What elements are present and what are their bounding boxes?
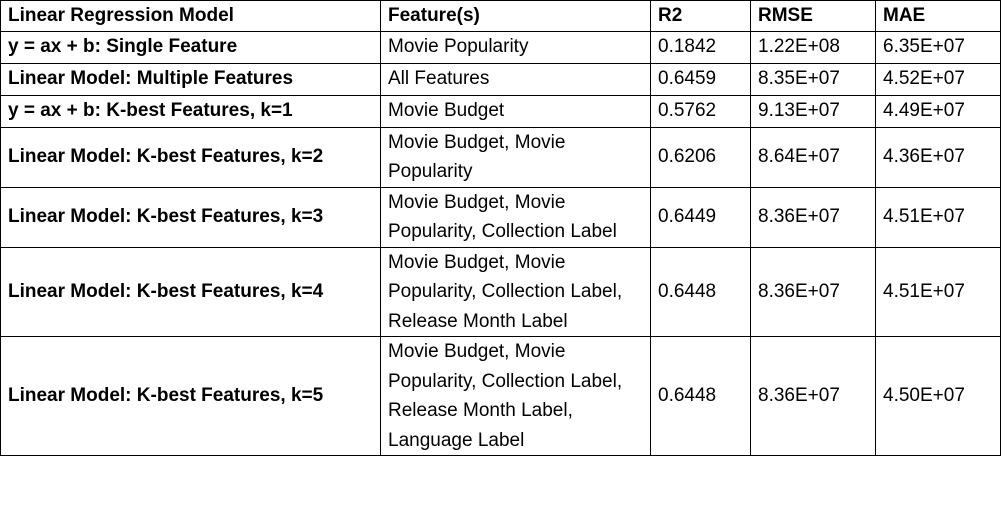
model-cell: y = ax + b: Single Feature [0,30,381,64]
header-features: Feature(s) [380,0,651,32]
mae-cell: 4.52E+07 [875,62,1001,96]
rmse-cell: 1.22E+08 [750,30,876,64]
mae-cell: 4.51E+07 [875,186,1001,248]
rmse-cell: 8.36E+07 [750,186,876,248]
results-table: Linear Regression Model Feature(s) R2 RM… [0,0,1001,456]
r2-cell: 0.6459 [650,62,751,96]
model-cell: Linear Model: K-best Features, k=3 [0,186,381,248]
mae-cell: 4.36E+07 [875,126,1001,188]
table-header-row: Linear Regression Model Feature(s) R2 RM… [0,0,1001,32]
header-mae: MAE [875,0,1001,32]
model-cell: Linear Model: K-best Features, k=2 [0,126,381,188]
rmse-cell: 8.35E+07 [750,62,876,96]
features-cell: Movie Popularity [380,30,651,64]
features-cell: Movie Budget [380,94,651,128]
header-model: Linear Regression Model [0,0,381,32]
header-r2: R2 [650,0,751,32]
features-cell: Movie Budget, Movie Popularity [380,126,651,188]
features-cell: Movie Budget, Movie Popularity, Collecti… [380,186,651,248]
mae-cell: 4.50E+07 [875,336,1001,456]
model-cell: Linear Model: Multiple Features [0,62,381,96]
model-cell: Linear Model: K-best Features, k=4 [0,246,381,337]
mae-cell: 6.35E+07 [875,30,1001,64]
mae-cell: 4.49E+07 [875,94,1001,128]
table-row: Linear Model: K-best Features, k=5 Movie… [0,336,1001,456]
r2-cell: 0.6448 [650,336,751,456]
model-cell: y = ax + b: K-best Features, k=1 [0,94,381,128]
r2-cell: 0.6449 [650,186,751,248]
r2-cell: 0.6206 [650,126,751,188]
features-cell: All Features [380,62,651,96]
model-cell: Linear Model: K-best Features, k=5 [0,336,381,456]
table-row: Linear Model: K-best Features, k=2 Movie… [0,126,1001,188]
features-cell: Movie Budget, Movie Popularity, Collecti… [380,246,651,337]
rmse-cell: 8.36E+07 [750,246,876,337]
rmse-cell: 8.64E+07 [750,126,876,188]
table-row: Linear Model: Multiple Features All Feat… [0,62,1001,96]
features-cell: Movie Budget, Movie Popularity, Collecti… [380,336,651,456]
table-row: Linear Model: K-best Features, k=3 Movie… [0,186,1001,248]
header-rmse: RMSE [750,0,876,32]
rmse-cell: 9.13E+07 [750,94,876,128]
r2-cell: 0.6448 [650,246,751,337]
table-row: Linear Model: K-best Features, k=4 Movie… [0,246,1001,337]
r2-cell: 0.5762 [650,94,751,128]
r2-cell: 0.1842 [650,30,751,64]
table-row: y = ax + b: K-best Features, k=1 Movie B… [0,94,1001,128]
table-row: y = ax + b: Single Feature Movie Popular… [0,30,1001,64]
mae-cell: 4.51E+07 [875,246,1001,337]
rmse-cell: 8.36E+07 [750,336,876,456]
